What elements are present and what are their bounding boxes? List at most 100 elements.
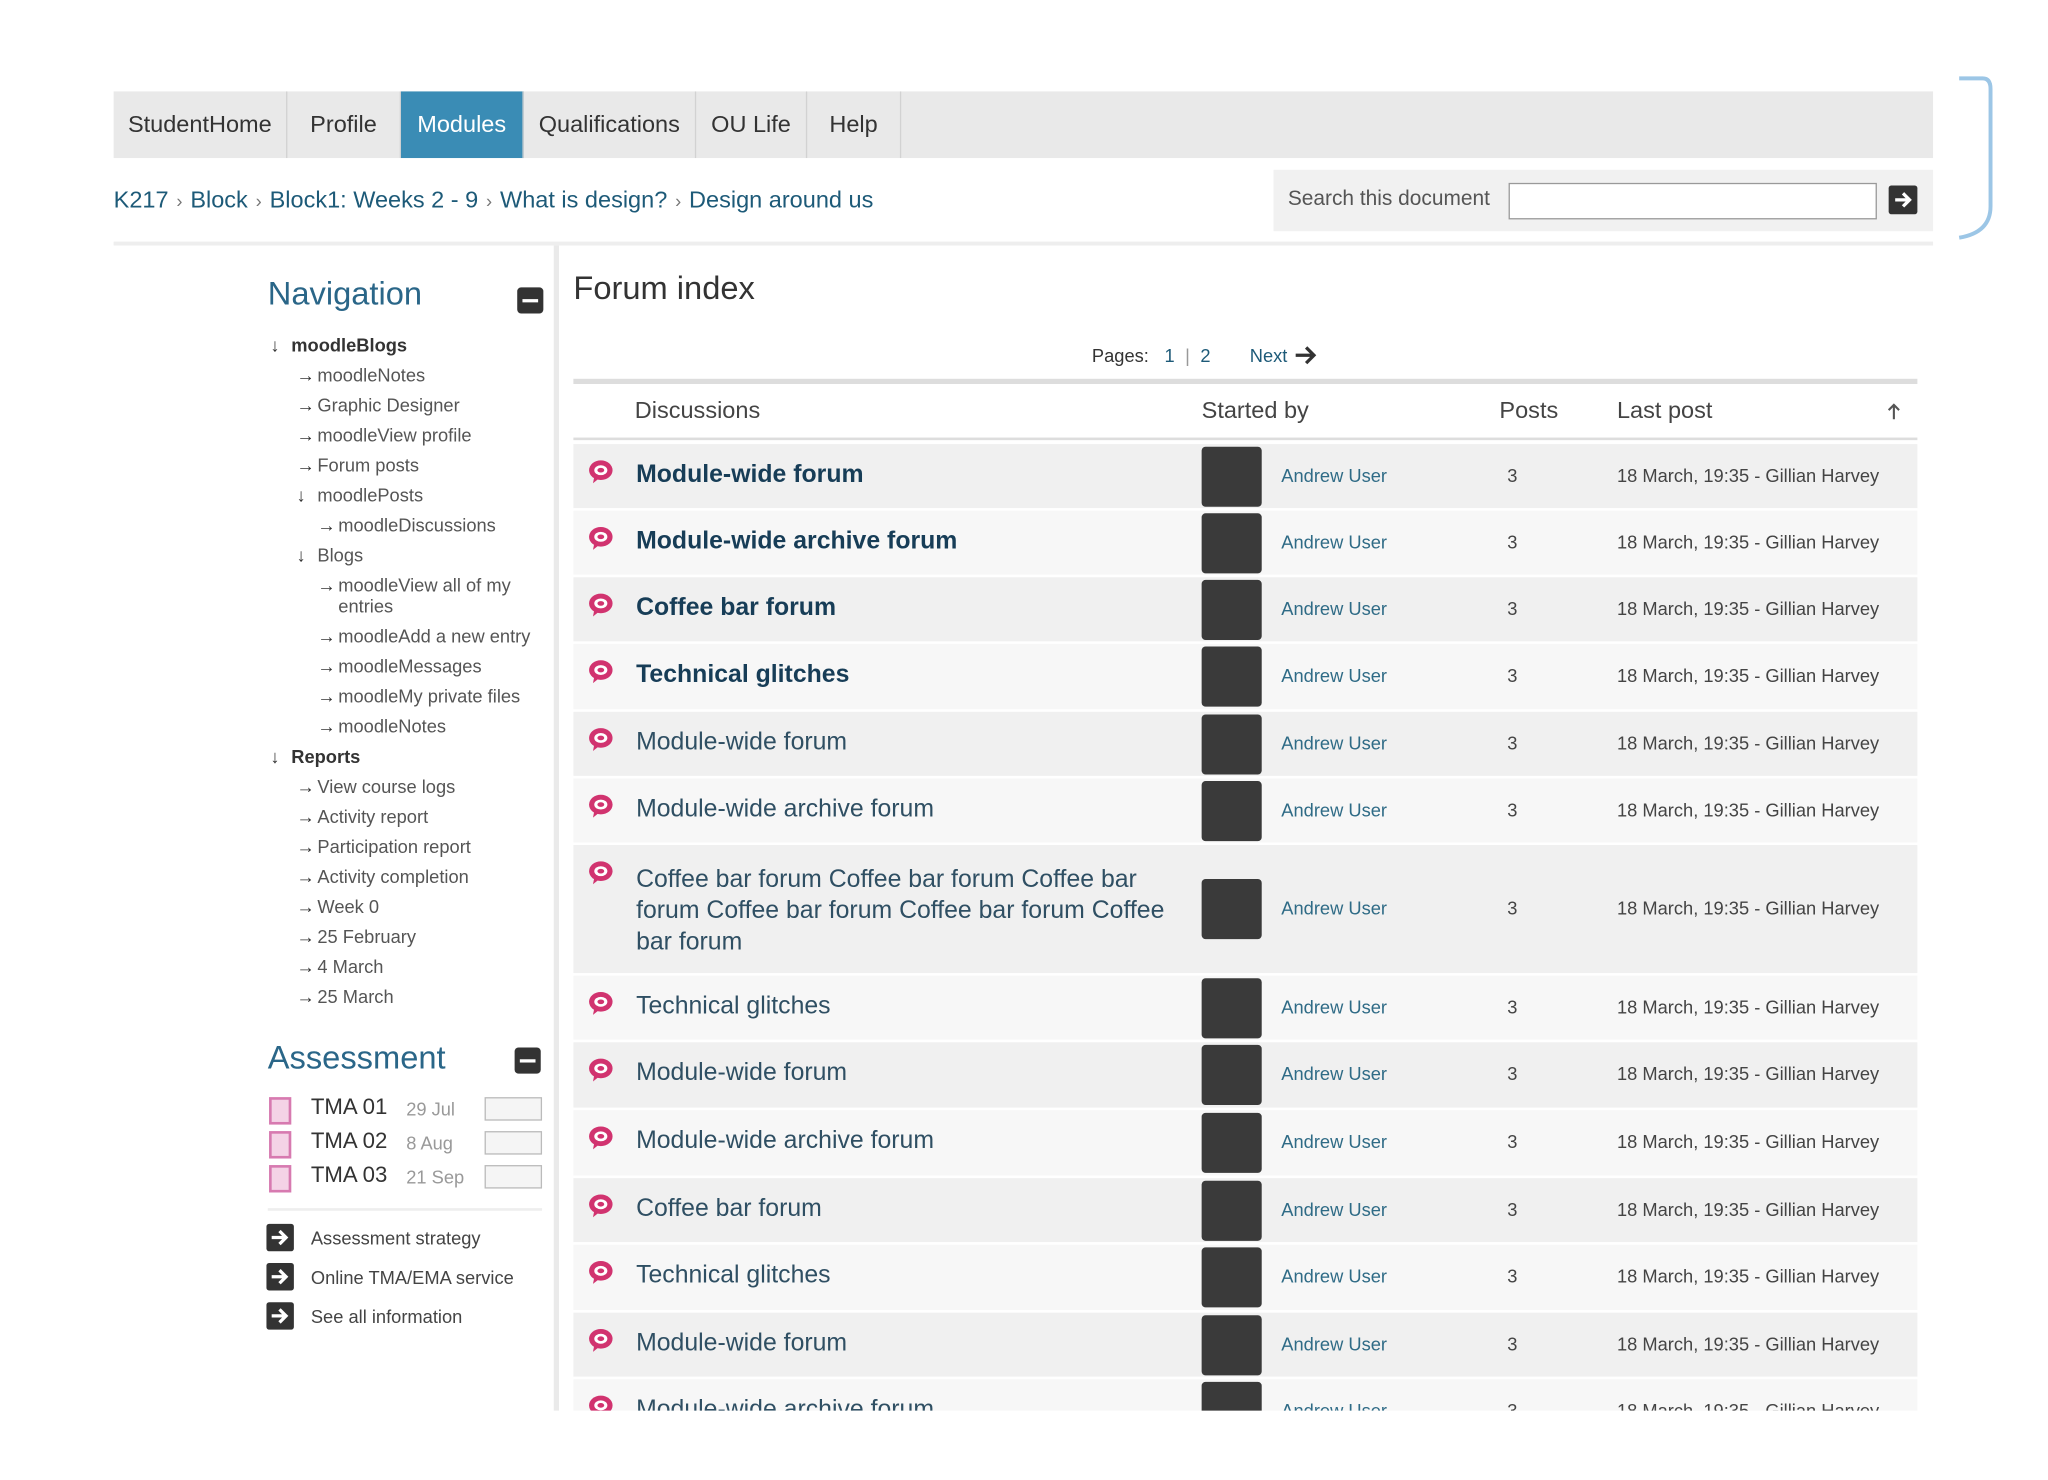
assessment-link[interactable]: Online TMA/EMA service: [310, 1266, 514, 1288]
started-by[interactable]: Andrew User: [1281, 1063, 1387, 1085]
started-by[interactable]: Andrew User: [1281, 1198, 1387, 1220]
nav-tab[interactable]: Qualifications: [524, 91, 697, 159]
navigation-item[interactable]: moodleDiscussions: [317, 511, 539, 541]
discussion-title[interactable]: Coffee bar forum: [636, 1195, 822, 1223]
navigation-item[interactable]: moodleBlogs: [270, 330, 539, 360]
discussion-title[interactable]: Module-wide archive forum: [636, 1127, 934, 1155]
started-by[interactable]: Andrew User: [1281, 798, 1387, 820]
navigation-item[interactable]: Activity report: [296, 802, 539, 832]
navigation-item[interactable]: Graphic Designer: [296, 391, 539, 421]
collapse-button[interactable]: [517, 287, 544, 314]
last-post[interactable]: 18 March, 19:35 - Gillian Harvey: [1616, 897, 1880, 919]
navigation-item[interactable]: 25 February: [296, 922, 539, 952]
navigation-item[interactable]: moodleNotes: [296, 360, 539, 390]
breadcrumb-link[interactable]: Block: [190, 186, 248, 213]
discussion-title[interactable]: Module-wide forum: [636, 728, 848, 757]
navigation-item[interactable]: moodlePosts: [296, 481, 539, 511]
column-header[interactable]: Last post: [1616, 397, 1713, 424]
discussion-title[interactable]: Module-wide archive forum: [636, 527, 958, 556]
navigation-item[interactable]: moodleMessages: [317, 652, 539, 682]
post-count: 3: [1507, 732, 1518, 753]
navigation-item[interactable]: Reports: [270, 742, 539, 772]
last-post[interactable]: 18 March, 19:35 - Gillian Harvey: [1616, 1198, 1880, 1220]
tma-name[interactable]: TMA 02: [310, 1128, 388, 1154]
navigation-item[interactable]: Blogs: [296, 541, 539, 571]
breadcrumb-link[interactable]: Design around us: [689, 186, 874, 213]
discussion-title[interactable]: Module-wide forum: [636, 461, 864, 489]
last-post[interactable]: 18 March, 19:35 - Gillian Harvey: [1616, 464, 1880, 486]
pages-label: Pages:: [1091, 345, 1149, 366]
nav-tab[interactable]: StudentHome: [114, 91, 288, 159]
discussion-title[interactable]: Coffee bar forum Coffee bar forum Coffee…: [636, 865, 1165, 957]
page-number[interactable]: 2: [1200, 345, 1211, 366]
forum-icon: [586, 1392, 615, 1411]
last-post[interactable]: 18 March, 19:35 - Gillian Harvey: [1616, 1063, 1880, 1085]
started-by[interactable]: Andrew User: [1281, 597, 1387, 619]
started-by[interactable]: Andrew User: [1281, 1332, 1387, 1354]
post-count: 3: [1507, 1399, 1518, 1411]
forum-icon: [586, 1055, 615, 1084]
discussion-title[interactable]: Technical glitches: [636, 1261, 831, 1290]
breadcrumb-link[interactable]: Block1: Weeks 2 - 9: [269, 186, 479, 213]
navigation-item[interactable]: 4 March: [296, 952, 539, 982]
discussion-title[interactable]: Module-wide archive forum: [636, 795, 934, 823]
last-post[interactable]: 18 March, 19:35 - Gillian Harvey: [1616, 1399, 1880, 1411]
column-header[interactable]: Discussions: [634, 397, 761, 424]
tma-date: 8 Aug: [406, 1132, 453, 1154]
started-by[interactable]: Andrew User: [1281, 1131, 1387, 1152]
navigation-item[interactable]: Activity completion: [296, 862, 539, 892]
started-by[interactable]: Andrew User: [1281, 530, 1387, 552]
navigation-item[interactable]: moodleNotes: [317, 712, 539, 742]
started-by[interactable]: Andrew User: [1281, 1399, 1387, 1411]
started-by[interactable]: Andrew User: [1281, 732, 1387, 753]
discussion-title[interactable]: Technical glitches: [636, 660, 850, 689]
discussion-title[interactable]: Module-wide archive forum: [636, 1396, 934, 1411]
navigation-item[interactable]: Forum posts: [296, 451, 539, 481]
nav-tab[interactable]: Help: [807, 91, 902, 159]
last-post[interactable]: 18 March, 19:35 - Gillian Harvey: [1616, 732, 1880, 753]
last-post[interactable]: 18 March, 19:35 - Gillian Harvey: [1616, 1265, 1880, 1287]
started-by[interactable]: Andrew User: [1281, 664, 1387, 686]
search-input[interactable]: [1508, 182, 1877, 220]
nav-tab[interactable]: OU Life: [696, 91, 808, 159]
navigation-item[interactable]: moodleMy private files: [317, 682, 539, 712]
assessment-link[interactable]: See all information: [310, 1306, 463, 1328]
column-header[interactable]: Posts: [1499, 397, 1559, 424]
nav-tab[interactable]: Modules: [400, 91, 524, 159]
started-by[interactable]: Andrew User: [1281, 1265, 1387, 1287]
breadcrumb-link[interactable]: K217: [113, 186, 169, 213]
navigation-item[interactable]: View course logs: [296, 772, 539, 802]
column-header[interactable]: Started by: [1201, 397, 1309, 424]
navigation-item[interactable]: Participation report: [296, 832, 539, 862]
last-post[interactable]: 18 March, 19:35 - Gillian Harvey: [1616, 597, 1880, 619]
page-number[interactable]: 1: [1164, 345, 1175, 366]
started-by[interactable]: Andrew User: [1281, 897, 1387, 919]
navigation-item[interactable]: Week 0: [296, 892, 539, 922]
last-post[interactable]: 18 March, 19:35 - Gillian Harvey: [1616, 1332, 1880, 1354]
started-by[interactable]: Andrew User: [1281, 995, 1387, 1017]
tma-name[interactable]: TMA 01: [310, 1094, 388, 1120]
started-by[interactable]: Andrew User: [1281, 464, 1387, 486]
last-post[interactable]: 18 March, 19:35 - Gillian Harvey: [1616, 664, 1880, 686]
breadcrumb-link[interactable]: What is design?: [499, 186, 668, 213]
last-post[interactable]: 18 March, 19:35 - Gillian Harvey: [1616, 530, 1880, 552]
nav-tab[interactable]: Profile: [287, 91, 401, 159]
collapse-button[interactable]: [514, 1047, 541, 1074]
navigation-item[interactable]: moodleView profile: [296, 421, 539, 451]
last-post[interactable]: 18 March, 19:35 - Gillian Harvey: [1616, 798, 1880, 820]
navigation-item[interactable]: moodleView all of my entries: [317, 571, 539, 622]
search-button[interactable]: [1888, 185, 1918, 215]
tma-name[interactable]: TMA 03: [310, 1162, 388, 1188]
discussion-title[interactable]: Module-wide forum: [636, 1059, 848, 1087]
last-post[interactable]: 18 March, 19:35 - Gillian Harvey: [1616, 1131, 1880, 1152]
navigation-item[interactable]: moodleAdd a new entry: [317, 622, 539, 652]
next-link[interactable]: Next: [1249, 345, 1288, 366]
assessment-link[interactable]: Assessment strategy: [310, 1227, 481, 1249]
discussion-title[interactable]: Coffee bar forum: [636, 594, 837, 622]
link-icon: [266, 1302, 294, 1330]
discussion-title[interactable]: Technical glitches: [636, 992, 831, 1021]
last-post[interactable]: 18 March, 19:35 - Gillian Harvey: [1616, 995, 1880, 1017]
navigation-item[interactable]: 25 March: [296, 982, 539, 1012]
forum-icon: [586, 524, 615, 553]
discussion-title[interactable]: Module-wide forum: [636, 1329, 848, 1358]
